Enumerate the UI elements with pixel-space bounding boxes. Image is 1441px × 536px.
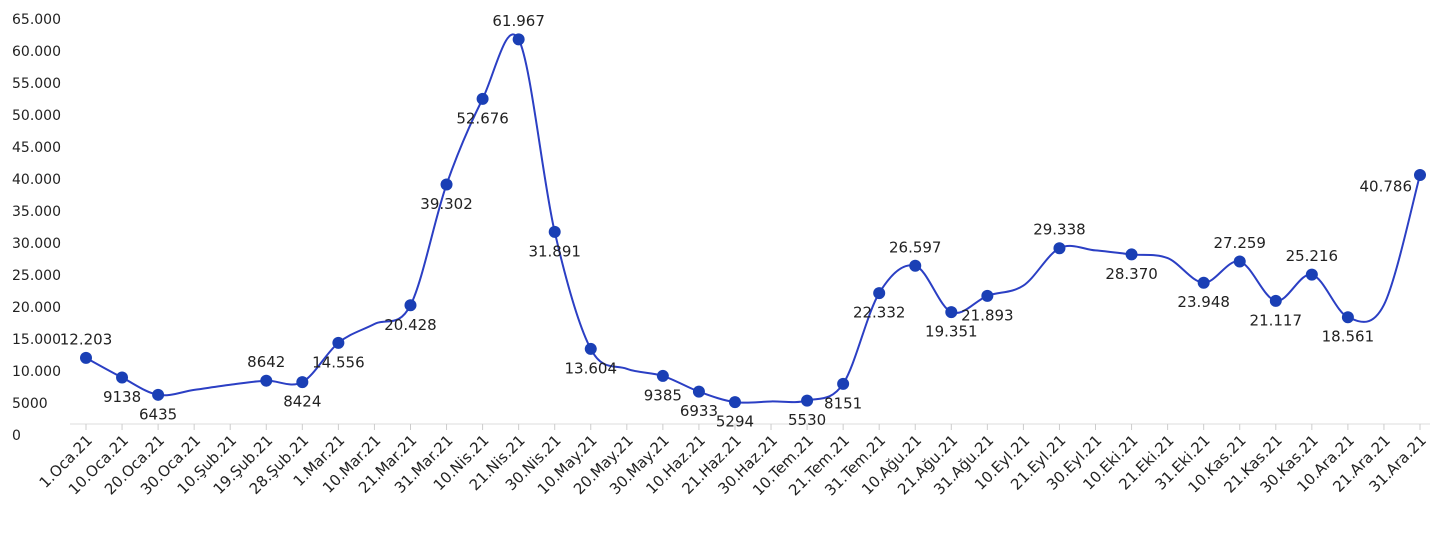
line xyxy=(85,33,1421,404)
marker xyxy=(981,289,994,302)
marker xyxy=(548,225,561,238)
marker xyxy=(692,385,705,398)
data-label: 8151 xyxy=(824,394,862,412)
marker xyxy=(1305,268,1318,281)
marker xyxy=(152,388,165,401)
marker xyxy=(584,342,597,355)
y-tick-label: 65.000 xyxy=(12,12,61,28)
data-label: 6933 xyxy=(680,402,718,420)
y-tick-label: 35.000 xyxy=(12,204,61,220)
y-tick-label: 55.000 xyxy=(12,76,61,92)
marker xyxy=(296,376,309,389)
data-label: 20.428 xyxy=(384,316,437,334)
data-label: 61.967 xyxy=(492,12,545,30)
marker xyxy=(1053,242,1066,255)
data-label: 6435 xyxy=(139,405,177,423)
data-label: 18.561 xyxy=(1322,328,1375,346)
data-label: 21.117 xyxy=(1250,311,1303,329)
y-tick-label: 10.000 xyxy=(12,364,61,380)
marker xyxy=(1125,248,1138,261)
marker xyxy=(1197,276,1210,289)
marker xyxy=(512,33,525,46)
data-label: 22.332 xyxy=(853,304,906,322)
data-label: 13.604 xyxy=(565,359,618,377)
marker xyxy=(260,374,273,387)
marker xyxy=(80,351,92,364)
data-label: 9385 xyxy=(644,386,682,404)
data-label: 31.891 xyxy=(528,242,581,260)
marker xyxy=(656,369,669,382)
data-label: 39.302 xyxy=(420,195,473,213)
data-label: 29.338 xyxy=(1033,221,1086,239)
data-label: 27.259 xyxy=(1213,234,1266,252)
marker xyxy=(1269,294,1282,307)
data-label: 23.948 xyxy=(1177,293,1230,311)
marker xyxy=(728,396,741,409)
marker xyxy=(1414,168,1426,181)
y-tick-label: 45.000 xyxy=(12,140,61,156)
y-tick-label: 15.000 xyxy=(12,332,61,348)
data-label: 26.597 xyxy=(889,238,942,256)
data-label: 28.370 xyxy=(1105,265,1158,283)
data-label: 21.893 xyxy=(961,306,1014,324)
data-label: 40.786 xyxy=(1360,177,1413,195)
marker xyxy=(404,299,417,312)
data-label: 8424 xyxy=(283,393,321,411)
data-label: 12.203 xyxy=(60,330,113,348)
y-tick-label: 40.000 xyxy=(12,172,61,188)
data-label: 5294 xyxy=(716,413,754,431)
y-tick-label: 25.000 xyxy=(12,268,61,284)
marker xyxy=(1341,311,1354,324)
data-label: 25.216 xyxy=(1286,247,1339,265)
y-tick-label: 5000 xyxy=(12,396,48,412)
marker xyxy=(476,92,489,105)
marker xyxy=(801,394,814,407)
marker xyxy=(332,336,345,349)
marker xyxy=(116,371,129,384)
marker xyxy=(837,377,850,390)
marker xyxy=(440,178,453,191)
data-label: 8642 xyxy=(247,353,285,371)
data-label: 14.556 xyxy=(312,353,365,371)
marker xyxy=(909,259,922,272)
marker xyxy=(945,306,958,319)
y-tick-label: 0 xyxy=(12,428,21,444)
marker xyxy=(873,287,886,300)
data-label: 9138 xyxy=(103,388,141,406)
y-tick-label: 50.000 xyxy=(12,108,61,124)
y-tick-label: 30.000 xyxy=(12,236,61,252)
data-label: 19.351 xyxy=(925,323,978,341)
y-tick-label: 20.000 xyxy=(12,300,61,316)
marker xyxy=(1233,255,1246,268)
data-label: 5530 xyxy=(788,411,826,429)
y-tick-label: 60.000 xyxy=(12,44,61,60)
data-label: 52.676 xyxy=(456,109,509,127)
